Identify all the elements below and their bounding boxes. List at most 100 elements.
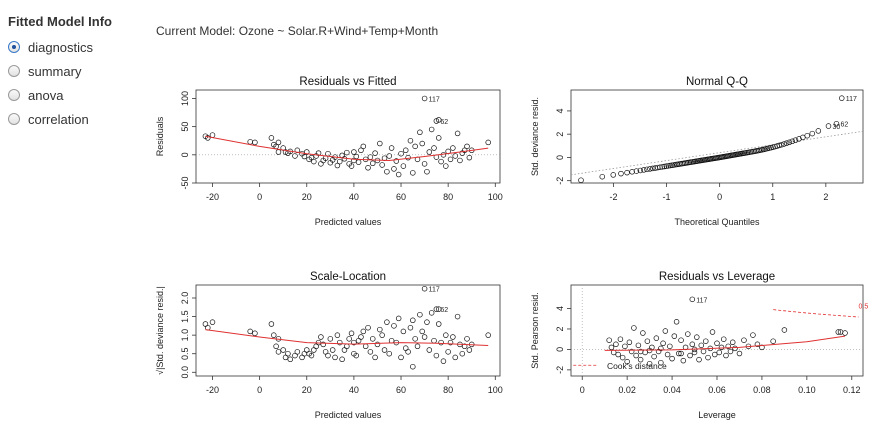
data-point	[372, 150, 378, 156]
data-point	[450, 145, 456, 151]
data-point	[410, 363, 416, 370]
radio-option-anova[interactable]: anova	[8, 83, 148, 107]
x-axis-label: Theoretical Quantiles	[674, 217, 760, 227]
radio-option-diagnostics[interactable]: diagnostics	[8, 35, 148, 59]
data-point	[369, 336, 376, 342]
data-point	[252, 330, 258, 337]
data-point	[372, 354, 378, 361]
point-annotation: 62	[440, 307, 448, 314]
data-point	[659, 164, 665, 170]
data-point	[741, 337, 747, 343]
data-point	[461, 343, 468, 350]
data-point	[440, 358, 447, 364]
x-tick-label: -2	[609, 192, 617, 202]
data-point	[661, 163, 668, 170]
data-point	[428, 126, 435, 133]
data-point	[379, 332, 385, 338]
data-point	[320, 341, 327, 348]
data-point	[351, 149, 357, 155]
data-point	[304, 149, 310, 155]
data-point	[680, 357, 687, 364]
data-point	[268, 321, 275, 327]
data-point	[435, 306, 442, 312]
data-point	[678, 350, 684, 357]
data-point	[398, 150, 404, 157]
data-point	[781, 141, 787, 147]
data-point	[381, 347, 388, 353]
data-point	[395, 171, 402, 178]
x-tick-label: 40	[349, 192, 359, 202]
y-tick-label: 0	[555, 347, 565, 352]
data-point	[815, 128, 822, 134]
radio-checked-icon[interactable]	[8, 41, 20, 53]
data-point	[417, 129, 423, 136]
data-point	[337, 339, 343, 346]
radio-unchecked-icon[interactable]	[8, 65, 20, 77]
data-point	[346, 336, 352, 342]
data-point	[642, 349, 648, 356]
data-point	[325, 352, 331, 359]
data-point	[662, 328, 669, 334]
data-point	[412, 143, 418, 150]
x-tick-label: 0	[580, 385, 585, 395]
data-point	[205, 135, 211, 141]
radio-unchecked-icon[interactable]	[8, 113, 20, 125]
data-point	[617, 336, 624, 342]
y-tick-label: 0	[180, 152, 190, 157]
data-point	[355, 159, 362, 165]
data-point	[374, 341, 381, 348]
data-point	[301, 153, 308, 160]
y-tick-label: 4	[555, 108, 565, 113]
x-tick-label: 80	[443, 192, 453, 202]
data-point	[391, 323, 397, 329]
radio-option-correlation[interactable]: correlation	[8, 107, 148, 131]
data-point	[667, 162, 673, 169]
radio-label: summary	[28, 63, 82, 79]
y-axis-label: Residuals	[155, 116, 165, 156]
data-point	[339, 356, 345, 363]
data-point	[663, 163, 670, 169]
data-point	[391, 166, 397, 172]
data-point	[344, 343, 350, 350]
data-point	[419, 328, 425, 335]
data-point	[450, 334, 456, 340]
data-point	[796, 136, 802, 142]
data-point	[252, 139, 258, 146]
data-point	[433, 306, 440, 312]
data-point	[725, 343, 731, 350]
data-point	[367, 349, 374, 355]
data-point	[727, 348, 734, 355]
point-annotation: 117	[696, 297, 707, 304]
data-point	[770, 338, 776, 344]
data-point	[428, 310, 435, 316]
data-point	[631, 325, 637, 331]
data-point	[388, 145, 395, 151]
data-point	[351, 157, 357, 164]
data-point	[705, 354, 711, 361]
data-point	[457, 157, 463, 164]
data-point	[651, 353, 657, 360]
data-point	[426, 347, 433, 353]
x-tick-label: 0	[717, 192, 722, 202]
data-point	[308, 154, 315, 161]
radio-unchecked-icon[interactable]	[8, 89, 20, 101]
data-point	[377, 326, 383, 333]
data-point	[348, 330, 355, 337]
data-point	[386, 350, 392, 357]
data-point	[360, 143, 367, 150]
data-point	[433, 352, 440, 359]
data-point	[698, 342, 705, 349]
plot-title: Residuals vs Leverage	[659, 271, 775, 283]
data-point	[424, 168, 430, 175]
data-point	[729, 339, 736, 346]
data-point	[629, 169, 635, 175]
y-tick-label: 0	[555, 155, 565, 160]
data-point	[466, 347, 473, 353]
data-point	[637, 348, 644, 355]
data-point	[464, 336, 470, 342]
data-point	[358, 334, 364, 340]
data-point	[709, 329, 716, 335]
radio-option-summary[interactable]: summary	[8, 59, 148, 83]
y-tick-label: 2	[555, 326, 565, 331]
data-point	[400, 163, 407, 169]
